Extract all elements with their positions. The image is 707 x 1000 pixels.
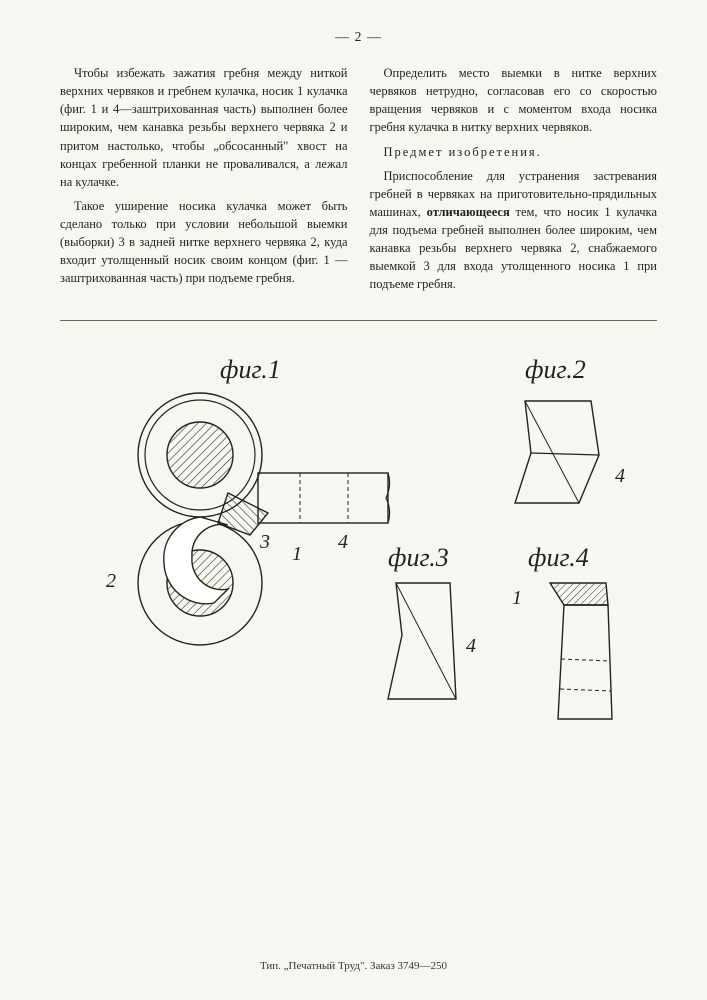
fig2-drawing [505,395,615,515]
fig1-label: фиг.1 [220,355,281,385]
fig1-ref4: 4 [338,531,348,554]
fig1-ref1: 1 [292,543,302,566]
right-p2: Приспособление для устранения застревани… [370,167,658,294]
fig3-label: фиг.3 [388,543,449,573]
fig1-ref2: 2 [106,570,116,593]
section-divider [60,320,657,321]
fig4-ref1: 1 [512,587,522,610]
fig2-label: фиг.2 [525,355,586,385]
fig3-drawing [378,579,468,709]
page-number: — 2 — [60,30,657,46]
footer-imprint: Тип. „Печатный Труд". Заказ 3749—250 [0,960,707,972]
fig2-ref4: 4 [615,465,625,488]
fig4-drawing [528,579,628,729]
document-page: — 2 — Чтобы избежать зажатия гребня межд… [0,0,707,1000]
subject-heading-text: Предмет изобретения. [384,145,542,159]
left-p1: Чтобы избежать зажатия гребня между нитк… [60,64,348,191]
left-column: Чтобы избежать зажатия гребня между нитк… [60,64,348,300]
text-columns: Чтобы избежать зажатия гребня между нитк… [60,64,657,300]
fig1-drawing [100,385,400,665]
subject-heading: Предмет изобретения. [370,143,658,161]
left-p2: Такое уширение носика кулачка может быть… [60,197,348,288]
fig1-ref3: 3 [260,531,270,554]
fig4-label: фиг.4 [528,543,589,573]
right-p2b: отличающееся [427,205,510,219]
fig3-ref4: 4 [466,635,476,658]
right-column: Определить место выемки в нитке верхних … [370,64,658,300]
figures-area: фиг.1 [60,345,657,765]
right-p1: Определить место выемки в нитке верхних … [370,64,658,137]
